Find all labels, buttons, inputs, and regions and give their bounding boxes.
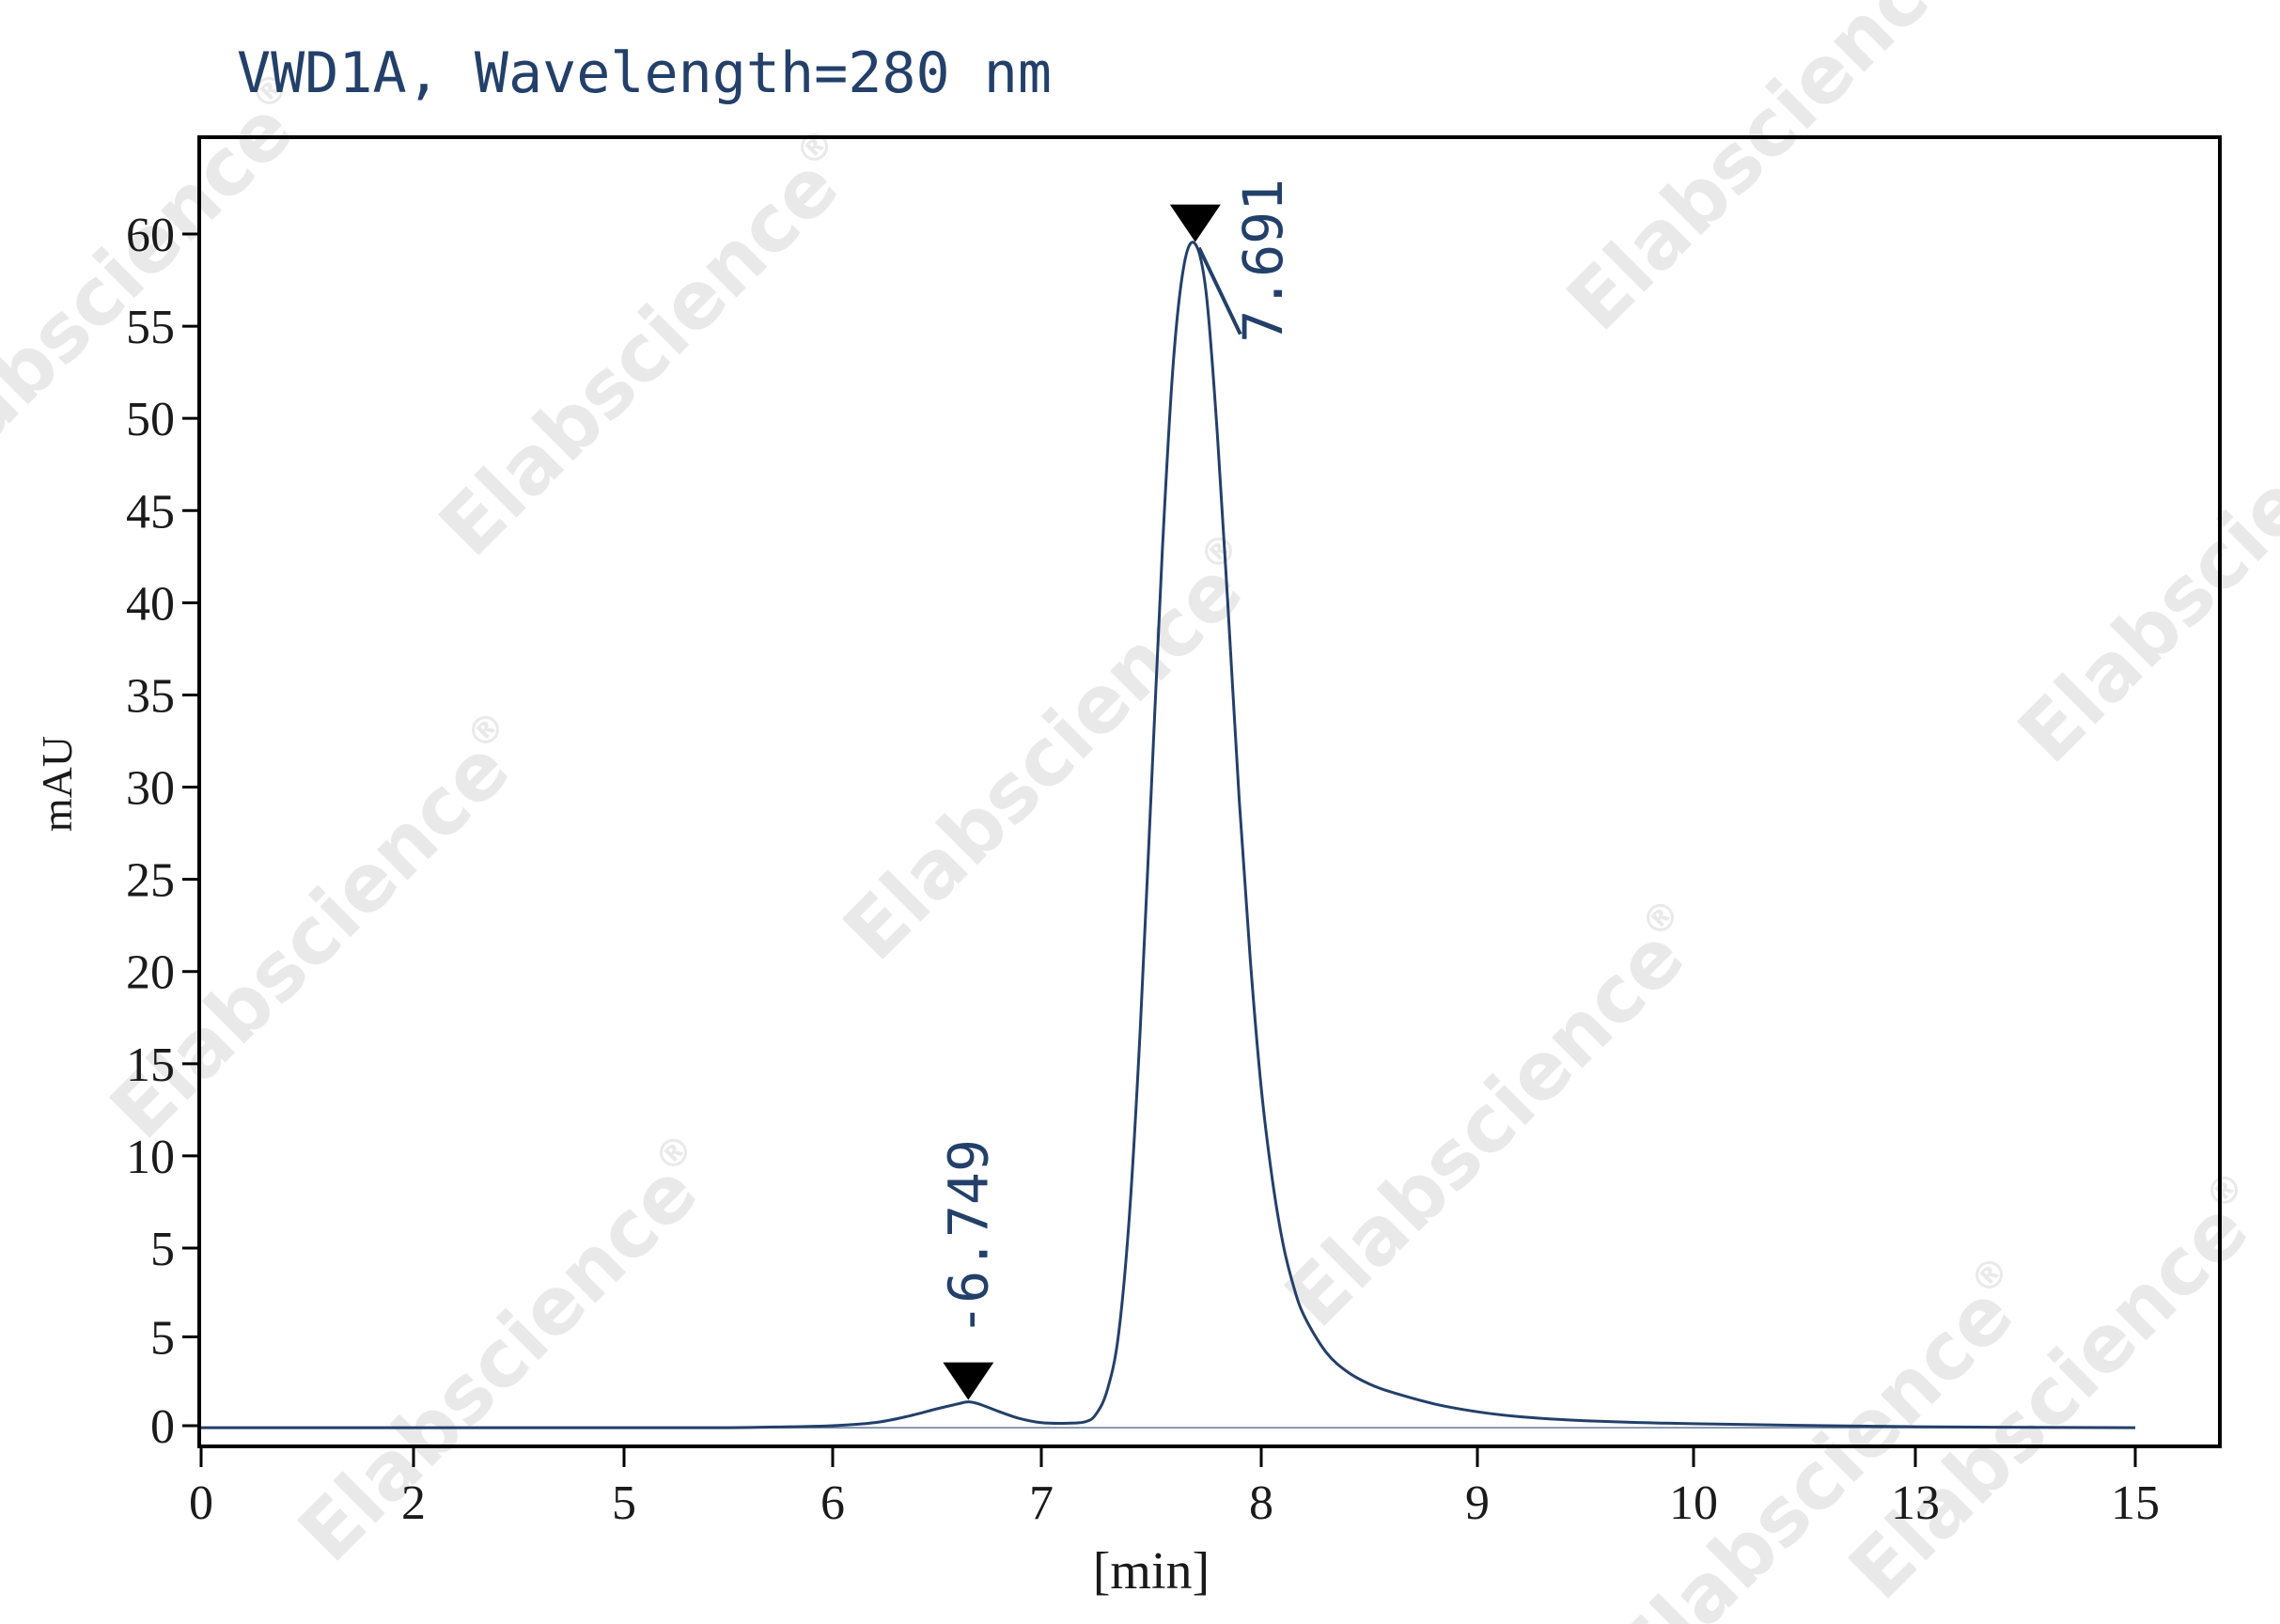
x-axis: 0 2 5 6 7 8 9 10 13 15	[189, 1446, 2160, 1530]
x-tick-label: 15	[2111, 1476, 2160, 1530]
chromatogram-trace	[201, 241, 2136, 1429]
peak-marker	[1169, 204, 1221, 242]
y-tick-label: 30	[126, 762, 175, 816]
y-tick-label: 5	[150, 1312, 175, 1366]
x-tick-label: 7	[1029, 1476, 1054, 1530]
plot-frame	[197, 135, 2222, 1448]
svg-text:Elabscience: Elabscience	[1268, 911, 1702, 1345]
x-tick-label: 2	[401, 1476, 426, 1530]
x-tick-label: 13	[1891, 1476, 1940, 1530]
watermark: Elabscience®	[2001, 347, 2280, 781]
watermark: Elabscience®	[826, 523, 1260, 978]
peak-marker	[943, 1362, 994, 1400]
peak-label-leader	[1196, 246, 1242, 336]
y-tick-label: 60	[126, 209, 175, 262]
y-tick-label: 25	[126, 854, 175, 908]
watermark: Elabscience®	[1268, 890, 1702, 1345]
x-tick-label: 9	[1465, 1476, 1490, 1530]
y-tick-label: 40	[126, 577, 175, 631]
chart-title: VWD1A, Wavelength=280 nm	[237, 40, 1052, 106]
x-axis-title: [min]	[1093, 1542, 1210, 1601]
y-tick-label: 10	[126, 1131, 175, 1184]
svg-text:Elabscience: Elabscience	[826, 544, 1260, 978]
svg-text:Elabscience: Elabscience	[422, 140, 856, 574]
y-tick-label: 0	[150, 1400, 175, 1454]
x-tick-label: 5	[612, 1476, 636, 1530]
x-tick-label: 10	[1669, 1476, 1718, 1530]
x-tick-label: 6	[820, 1476, 845, 1530]
y-axis-title: mAU	[33, 736, 81, 832]
watermark: Elabscience®	[1550, 0, 1984, 348]
peak-label: -6.749	[936, 1139, 1000, 1336]
y-tick-label: 20	[126, 946, 175, 1000]
y-tick-label: 15	[126, 1038, 175, 1092]
y-tick-label: 50	[126, 393, 175, 446]
peak-annotations: -6.749 7.691	[936, 179, 1295, 1400]
y-tick-label: 5	[150, 1223, 175, 1276]
svg-text:Elabscience: Elabscience	[1550, 0, 1984, 348]
watermark: Elabscience®	[422, 119, 856, 574]
x-tick-label: 8	[1249, 1476, 1273, 1530]
y-tick-label: 55	[126, 301, 175, 354]
x-tick-label: 0	[189, 1476, 213, 1530]
trace-layer	[201, 241, 2136, 1429]
watermark: Elabscience®	[0, 63, 310, 517]
watermark: Elabscience®	[281, 1125, 715, 1580]
y-tick-label: 45	[126, 485, 175, 539]
peak-label: 7.691	[1231, 179, 1295, 343]
y-tick-label: 35	[126, 669, 175, 723]
svg-text:Elabscience: Elabscience	[281, 1146, 715, 1580]
svg-text:Elabscience: Elabscience	[2001, 347, 2280, 781]
